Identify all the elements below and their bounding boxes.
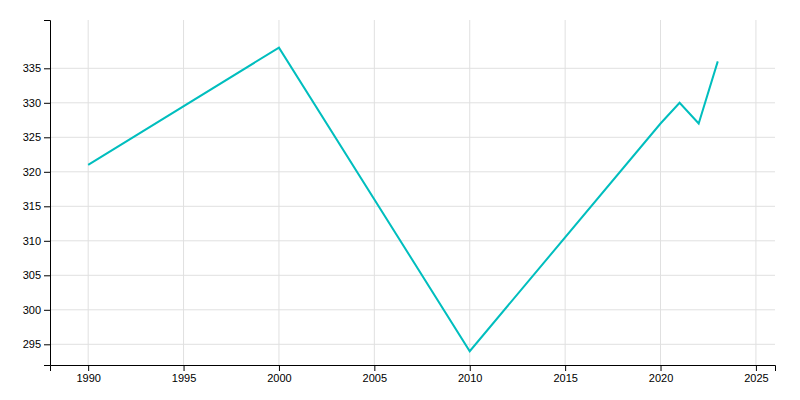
tick: 335 [23, 62, 50, 74]
tick-mark [565, 365, 566, 371]
chart-svg: 1990 1995 2000 2005 2010 2015 2020 2025 295 300 30… [0, 0, 800, 400]
tick-mark [44, 241, 50, 242]
tick-label: 300 [23, 304, 41, 316]
tick: 320 [23, 166, 50, 178]
tick-mark [44, 68, 50, 69]
tick-label: 1990 [76, 372, 100, 384]
tick: 2000 [267, 365, 291, 384]
tick-label: 305 [23, 269, 41, 281]
tick: 300 [23, 304, 50, 316]
tick-label: 1995 [172, 372, 196, 384]
tick-mark [661, 365, 662, 371]
tick: 315 [23, 200, 50, 212]
tick-mark [44, 344, 50, 345]
axis-line [51, 366, 776, 372]
tick: 2025 [744, 365, 768, 384]
y-axis: 295 300 305 310 315 320 325 330 335 [23, 21, 51, 366]
chart-container: 1990 1995 2000 2005 2010 2015 2020 2025 295 300 30… [0, 0, 800, 400]
grid-line-x [374, 20, 375, 365]
marks [88, 48, 718, 352]
plot-area: 1990 1995 2000 2005 2010 2015 2020 2025 295 300 30… [23, 20, 776, 384]
grid-line-x [660, 20, 661, 365]
tick-mark [470, 365, 471, 371]
grid-line-y [50, 309, 775, 310]
grid-line-y [50, 275, 775, 276]
tick: 305 [23, 269, 50, 281]
tick-mark [279, 365, 280, 371]
tick-label: 320 [23, 166, 41, 178]
tick-label: 2025 [744, 372, 768, 384]
grid-line-x [755, 20, 756, 365]
tick-mark [374, 365, 375, 371]
tick: 2015 [553, 365, 577, 384]
x-axis: 1990 1995 2000 2005 2010 2015 2020 2025 [51, 365, 776, 384]
grid-line-x [183, 20, 184, 365]
grid-line-y [50, 102, 775, 103]
tick-mark [756, 365, 757, 371]
tick-label: 2020 [649, 372, 673, 384]
grid-line-y [50, 171, 775, 172]
tick-mark [44, 103, 50, 104]
tick: 295 [23, 338, 50, 350]
tick-label: 330 [23, 97, 41, 109]
tick-mark [44, 275, 50, 276]
tick: 2010 [458, 365, 482, 384]
grid-line-y [50, 137, 775, 138]
grid-line-x [565, 20, 566, 365]
tick: 1995 [172, 365, 196, 384]
tick: 330 [23, 97, 50, 109]
tick-label: 2015 [553, 372, 577, 384]
tick-label: 2010 [458, 372, 482, 384]
axis-line [44, 21, 51, 366]
tick-mark [44, 137, 50, 138]
tick: 325 [23, 131, 50, 143]
tick: 1990 [76, 365, 100, 384]
grid-line-y [50, 206, 775, 207]
tick-label: 295 [23, 338, 41, 350]
tick-mark [44, 172, 50, 173]
tick: 2005 [363, 365, 387, 384]
grid-line-x [469, 20, 470, 365]
tick: 310 [23, 235, 50, 247]
grid-line-y [50, 240, 775, 241]
grid-line-y [50, 344, 775, 345]
tick-label: 2005 [363, 372, 387, 384]
tick-mark [44, 310, 50, 311]
data-line [88, 48, 718, 352]
tick-mark [88, 365, 89, 371]
grid [50, 20, 775, 365]
grid-line-x [88, 20, 89, 365]
tick-mark [44, 206, 50, 207]
tick: 2020 [649, 365, 673, 384]
tick-label: 2000 [267, 372, 291, 384]
grid-line-x [278, 20, 279, 365]
tick-label: 310 [23, 235, 41, 247]
tick-mark [184, 365, 185, 371]
tick-label: 315 [23, 200, 41, 212]
tick-label: 335 [23, 62, 41, 74]
tick-label: 325 [23, 131, 41, 143]
grid-line-y [50, 68, 775, 69]
